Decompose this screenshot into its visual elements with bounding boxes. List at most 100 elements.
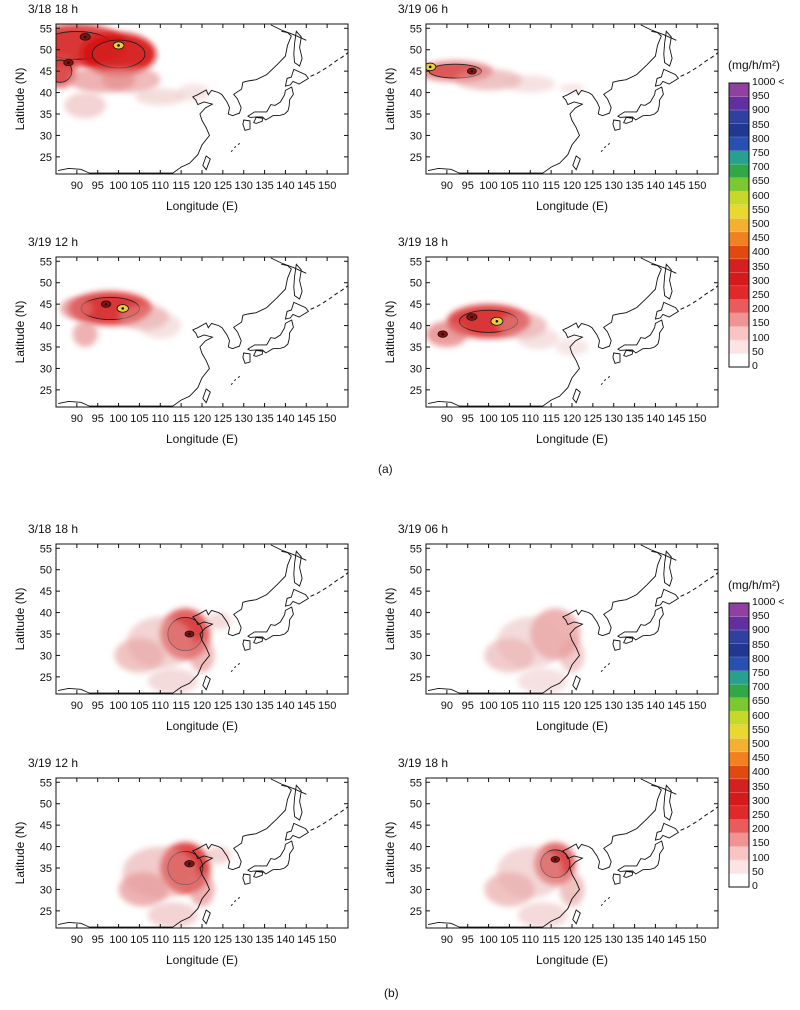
island-hokkaido — [654, 301, 680, 320]
map-plot: 90 95 100 105 110 115 120 125 130 135 140 145 150 25 3… — [383, 777, 719, 967]
colorbar-segment — [729, 832, 749, 847]
x-tick-label: 95 — [92, 934, 104, 946]
colorbar-frame — [728, 82, 750, 368]
x-tick-label: 105 — [500, 700, 518, 712]
emission-core — [428, 65, 432, 69]
map-plot: 90 95 100 105 110 115 120 125 130 135 140 145 150 25 3… — [13, 23, 349, 213]
colorbar-segment — [729, 191, 749, 206]
x-tick-label: 135 — [625, 934, 643, 946]
emission-core — [67, 61, 70, 64]
x-tick-label: 110 — [522, 413, 540, 425]
dust-plume — [505, 75, 556, 93]
island-kyushu — [242, 119, 251, 131]
colorbar-scale — [728, 602, 750, 888]
plot-frame — [55, 256, 349, 408]
colorbar-tick-label: 650 — [752, 175, 770, 188]
y-tick-label: 55 — [40, 777, 52, 789]
colorbar-tick-label: 400 — [752, 246, 770, 259]
y-axis-title: Latitude (N) — [383, 68, 397, 131]
x-axis-title: Longitude (E) — [166, 953, 238, 967]
colorbar-segment — [729, 96, 749, 111]
colorbar-segment — [729, 684, 749, 699]
y-tick-label: 25 — [40, 385, 52, 397]
x-tick-label: 140 — [276, 180, 294, 192]
island-kurils — [680, 572, 718, 597]
x-tick-label: 140 — [646, 700, 664, 712]
x-tick-label: 130 — [605, 700, 623, 712]
x-tick-label: 125 — [584, 413, 602, 425]
y-tick-label: 45 — [410, 820, 422, 832]
dust-plume — [517, 902, 568, 928]
emission-core — [83, 35, 87, 39]
colorbar-tick-label: 300 — [752, 794, 770, 807]
coastline-mainland — [58, 550, 292, 694]
y-tick-label: 30 — [40, 650, 52, 662]
x-tick-label: 125 — [584, 934, 602, 946]
panel-title: 3/19 06 h — [398, 522, 449, 536]
colorbar-segment — [729, 738, 749, 753]
map-plot: 90 95 100 105 110 115 120 125 130 135 140 145 150 25 3… — [13, 543, 349, 733]
x-tick-label: 90 — [71, 700, 83, 712]
colorbar-tick-label: 850 — [752, 118, 770, 131]
y-tick-label: 25 — [410, 385, 422, 397]
x-tick-label: 145 — [667, 180, 685, 192]
emission-core — [188, 632, 191, 636]
map-plot: 90 95 100 105 110 115 120 125 130 135 140 145 150 25 3… — [13, 256, 349, 446]
y-tick-label: 55 — [40, 256, 52, 268]
map-panel: 90 95 100 105 110 115 120 125 130 135 140 145 150 25 3… — [378, 756, 730, 967]
y-axis-title: Latitude (N) — [383, 822, 397, 885]
colorbar-segment — [729, 204, 749, 219]
island-taiwan — [572, 675, 581, 691]
colorbar-tick-label: 850 — [752, 638, 770, 651]
x-tick-label: 115 — [542, 413, 560, 425]
x-tick-label: 110 — [152, 700, 170, 712]
y-tick-label: 45 — [410, 586, 422, 598]
x-axis-title: Longitude (E) — [166, 432, 238, 446]
island-kyushu — [612, 873, 621, 885]
island-ryukyu — [600, 895, 612, 907]
map-panel: 90 95 100 105 110 115 120 125 130 135 140 145 150 25 3… — [378, 522, 730, 733]
dust-plume — [559, 84, 585, 93]
island-shikoku — [253, 870, 264, 878]
y-tick-label: 25 — [40, 906, 52, 918]
y-tick-label: 50 — [40, 799, 52, 811]
y-tick-label: 35 — [410, 342, 422, 354]
dust-plume — [517, 668, 568, 694]
x-tick-label: 105 — [500, 413, 518, 425]
y-tick-label: 40 — [410, 608, 422, 620]
colorbar-segment — [729, 312, 749, 327]
dust-plume — [559, 872, 585, 907]
y-tick-label: 35 — [410, 109, 422, 121]
island-kyushu — [242, 639, 251, 651]
x-tick-label: 120 — [563, 934, 581, 946]
y-axis-title: Latitude (N) — [13, 301, 27, 364]
dust-plume — [147, 902, 198, 928]
x-tick-label: 120 — [193, 413, 211, 425]
x-tick-label: 100 — [479, 180, 497, 192]
colorbar-segment — [729, 231, 749, 246]
dust-plume — [60, 297, 94, 320]
island-ryukyu — [230, 141, 242, 153]
x-tick-label: 145 — [667, 700, 685, 712]
x-tick-label: 130 — [235, 413, 253, 425]
island-taiwan — [572, 909, 581, 925]
island-taiwan — [202, 388, 211, 404]
x-tick-label: 140 — [276, 934, 294, 946]
x-tick-label: 115 — [542, 934, 560, 946]
colorbar-segment — [729, 630, 749, 644]
x-tick-label: 145 — [297, 700, 315, 712]
x-tick-label: 95 — [92, 700, 104, 712]
y-tick-label: 40 — [410, 88, 422, 100]
colorbar-tick-label: 0 — [752, 360, 758, 372]
map-panel: 90 95 100 105 110 115 120 125 130 135 140 145 150 25 3… — [8, 2, 360, 213]
dust-plume — [206, 612, 232, 630]
dust-plume — [496, 616, 564, 669]
map-panel: 90 95 100 105 110 115 120 125 130 135 140 145 150 25 3… — [8, 522, 360, 733]
emission-core — [104, 302, 108, 306]
coastline-okhotsk — [270, 257, 307, 274]
x-tick-label: 125 — [214, 413, 232, 425]
island-shikoku — [623, 349, 634, 357]
panel-title: 3/19 18 h — [398, 235, 449, 249]
map-panel: 90 95 100 105 110 115 120 125 130 135 140 145 150 25 3… — [8, 756, 360, 967]
y-tick-label: 50 — [410, 45, 422, 57]
